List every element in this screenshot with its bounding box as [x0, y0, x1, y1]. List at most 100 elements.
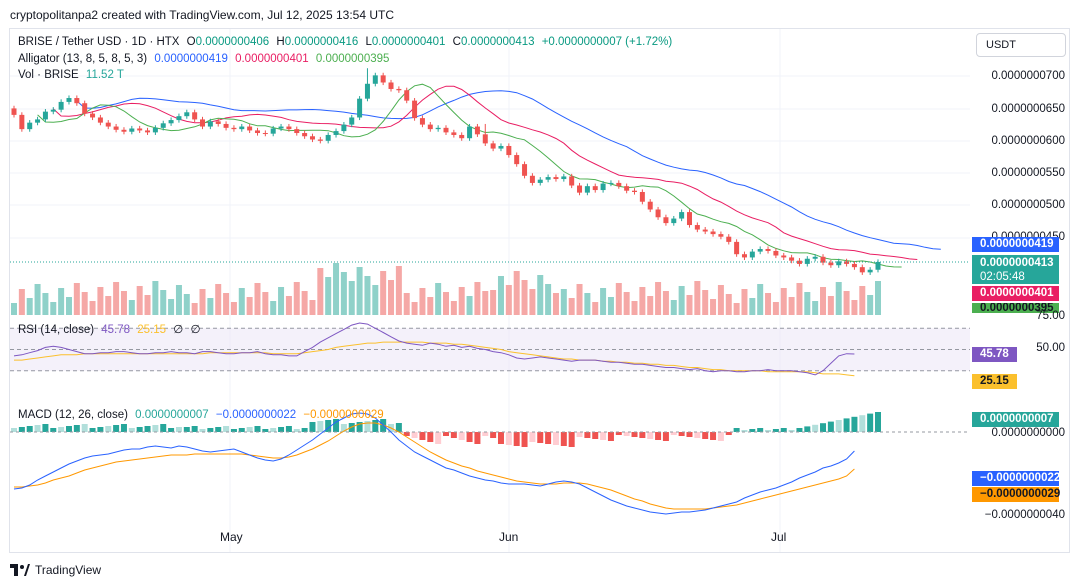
volume-bar — [388, 280, 395, 315]
volume-bar — [340, 272, 347, 315]
volume-bar — [710, 299, 717, 315]
candle-body — [74, 98, 80, 104]
candle-body — [859, 267, 865, 273]
macd-histogram-bar — [215, 427, 222, 432]
price-axis-tick: 0.0000000600 — [991, 135, 1065, 147]
rsi-legend[interactable]: RSI (14, close) 45.78 25.15 ∅ ∅ — [18, 322, 205, 336]
macd-histogram-bar — [223, 426, 230, 432]
macd-legend[interactable]: MACD (12, 26, close) 0.0000000007 −0.000… — [18, 409, 388, 421]
macd-histogram-bar — [552, 432, 559, 445]
macd-histogram-bar — [340, 424, 347, 432]
volume-bar — [380, 271, 387, 315]
volume-bar — [670, 300, 677, 315]
macd-histogram-bar — [34, 425, 41, 432]
macd-histogram-bar — [686, 432, 693, 437]
price-axis-tick: 0.0000000500 — [991, 199, 1065, 211]
candle-body — [137, 128, 143, 131]
volume-bar — [482, 291, 489, 315]
macd-histogram-bar — [568, 432, 575, 447]
candle-body — [836, 261, 842, 266]
candle-body — [498, 145, 504, 149]
macd-histogram-bar — [875, 412, 881, 432]
candle-body — [247, 126, 253, 131]
macd-histogram-bar — [545, 432, 552, 444]
volume-bar — [600, 288, 607, 315]
macd-histogram-bar — [411, 432, 418, 438]
volume-bar — [285, 296, 292, 315]
alligator-label: Alligator (13, 8, 5, 8, 5, 3) — [18, 53, 148, 65]
volume-bar — [772, 302, 779, 315]
candle-body — [357, 98, 363, 118]
candle-body — [529, 175, 535, 183]
candle-body — [474, 126, 480, 135]
macd-histogram-bar — [450, 432, 457, 438]
volume-bar — [215, 284, 222, 315]
macd-histogram-bar — [293, 429, 300, 432]
volume-bar — [223, 293, 230, 315]
macd-histogram-bar — [89, 428, 96, 432]
macd-histogram-bar — [639, 432, 646, 438]
macd-histogram-bar — [835, 420, 842, 432]
candle-body — [388, 82, 394, 89]
alligator-legend[interactable]: Alligator (13, 8, 5, 8, 5, 3) 0.00000004… — [18, 53, 393, 65]
macd-histogram-bar — [325, 420, 332, 432]
tradingview-logo[interactable]: TradingView — [10, 563, 101, 577]
volume-bar — [73, 283, 80, 315]
volume-bar — [702, 290, 709, 315]
symbol-label: BRISE / Tether USD · 1D · HTX — [18, 36, 180, 48]
volume-value: 11.52 T — [85, 69, 124, 81]
candle-body — [349, 117, 355, 125]
volume-bar — [364, 276, 371, 315]
rsi-extra-2: ∅ — [190, 324, 201, 336]
teeth-price-tag: 0.0000000401 — [972, 286, 1059, 301]
volume-bar — [97, 287, 104, 315]
change-value: +0.0000000007 (+1.72%) — [541, 36, 673, 48]
candle-body — [317, 139, 323, 141]
candle-body — [286, 126, 292, 130]
candle-body — [105, 122, 111, 127]
candle-body — [875, 261, 881, 270]
volume-bar — [450, 301, 457, 315]
volume-bar — [568, 298, 575, 315]
candle-body — [451, 132, 457, 135]
macd-histogram-bar — [270, 428, 277, 432]
volume-bar — [607, 297, 614, 315]
macd-histogram-bar — [333, 419, 340, 432]
candle-body — [50, 109, 56, 112]
macd-histogram-bar — [364, 421, 371, 432]
volume-legend[interactable]: Vol · BRISE 11.52 T — [18, 69, 128, 81]
macd-histogram-bar — [175, 427, 182, 432]
macd-histogram-bar — [772, 429, 779, 432]
volume-bar — [757, 284, 764, 315]
volume-bar — [466, 296, 473, 315]
macd-signal-tag: −0.0000000029 — [972, 487, 1060, 502]
volume-bar — [262, 292, 269, 315]
volume-bar — [81, 292, 88, 315]
candle-body — [663, 217, 669, 224]
macd-histogram-bar — [851, 416, 858, 432]
volume-bar — [812, 301, 819, 315]
volume-bar — [584, 293, 591, 315]
macd-signal-line — [14, 422, 855, 510]
candle-body — [372, 75, 378, 84]
volume-bar — [419, 288, 426, 315]
volume-bar — [545, 284, 552, 315]
volume-bar — [427, 297, 434, 315]
candle-body — [584, 186, 590, 193]
volume-bar — [89, 301, 96, 315]
macd-histogram-bar — [474, 432, 481, 444]
candle-body — [726, 236, 732, 242]
rsi-label: RSI (14, close) — [18, 324, 95, 336]
candle-body — [443, 127, 449, 133]
candle-body — [302, 133, 308, 137]
price-axis-tick: 0.0000000550 — [991, 167, 1065, 179]
volume-bar — [18, 289, 25, 315]
macd-histogram-bar — [372, 420, 379, 432]
macd-histogram-bar — [820, 423, 827, 432]
volume-bar — [113, 282, 120, 315]
lips-price-tag: 0.0000000395 — [972, 303, 1059, 313]
candle-body — [804, 258, 810, 264]
currency-button[interactable]: USDT — [976, 33, 1066, 57]
volume-bar — [191, 303, 198, 315]
